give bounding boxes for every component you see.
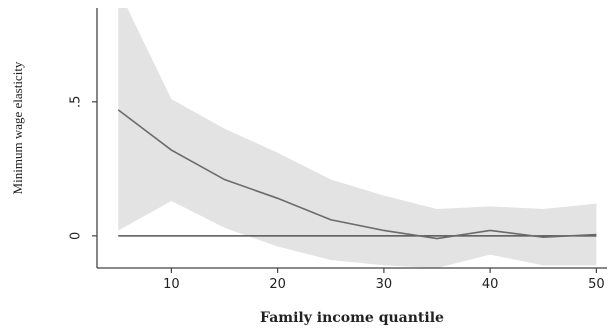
top-mask	[0, 0, 613, 8]
estimate-line	[117, 109, 597, 240]
x-tick-label-10: 10	[163, 277, 180, 292]
y-tick-label-1: .5	[69, 96, 84, 108]
x-tick-label-30: 30	[376, 277, 393, 292]
x-tick-label-40: 40	[482, 277, 499, 292]
x-tick-label-20: 20	[269, 277, 286, 292]
x-tick-label-50: 50	[588, 277, 605, 292]
plot-area: 10 20 30 40 50 0 .5	[0, 0, 613, 292]
y-axis-title: Minimum wage elasticity	[10, 61, 25, 194]
y-tick-label-0: 0	[69, 232, 84, 240]
confidence-band	[118, 0, 597, 268]
x-axis-title: Family income quantile	[260, 310, 444, 326]
